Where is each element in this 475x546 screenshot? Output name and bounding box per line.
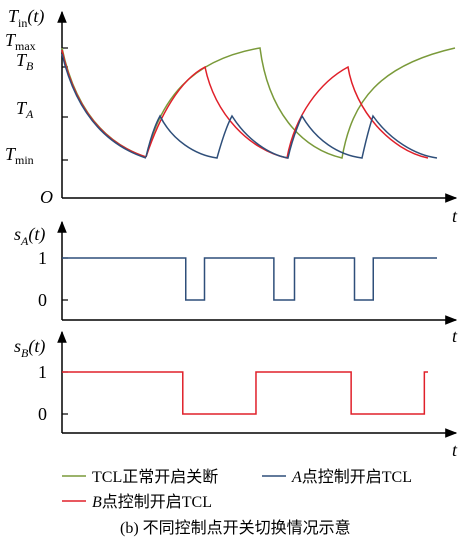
bot-y-label: sB(t) [14,336,45,360]
curve-tcl-initial [61,47,147,158]
curve-b-initial [61,49,147,158]
mid-tick-label-1: 1 [38,248,47,268]
origin-label: O [40,187,53,207]
mid-tick-label-0: 0 [38,290,47,310]
bot-x-label: t [452,440,458,460]
switch-signal-a [62,257,437,301]
legend-label-b: B点控制开启TCL [92,493,212,511]
curve-b-control [145,65,429,159]
legend-label-a: A点控制开启TCL [291,468,412,486]
figure-caption: (b) 不同控制点开关切换情况示意 [120,518,351,537]
bot-tick-label-1: 1 [38,362,47,382]
tick-label-ta: TA [16,98,34,121]
tick-label-tmin: Tmin [5,144,34,167]
top-x-label: t [452,206,458,226]
top-y-label: Tin(t) [8,6,44,30]
mid-y-label: sA(t) [14,224,45,248]
bot-panel: sB(t) 1 0 t [14,330,458,460]
curve-tcl-normal [145,47,456,159]
legend-label-tcl: TCL正常开启关断 [92,468,218,486]
curve-a-control [145,114,438,159]
mid-x-label: t [452,326,458,346]
tick-label-tmax: Tmax [5,30,36,53]
mid-panel: sA(t) 1 0 t [14,220,458,346]
legend: TCL正常开启关断 A点控制开启TCL B点控制开启TCL [62,468,412,511]
switch-signal-b [62,371,428,415]
top-panel: Tin(t) Tmax TB TA Tmin O t [5,6,458,226]
tick-label-tb: TB [16,50,34,73]
curve-a-initial [61,53,147,159]
bot-tick-label-0: 0 [38,404,47,424]
